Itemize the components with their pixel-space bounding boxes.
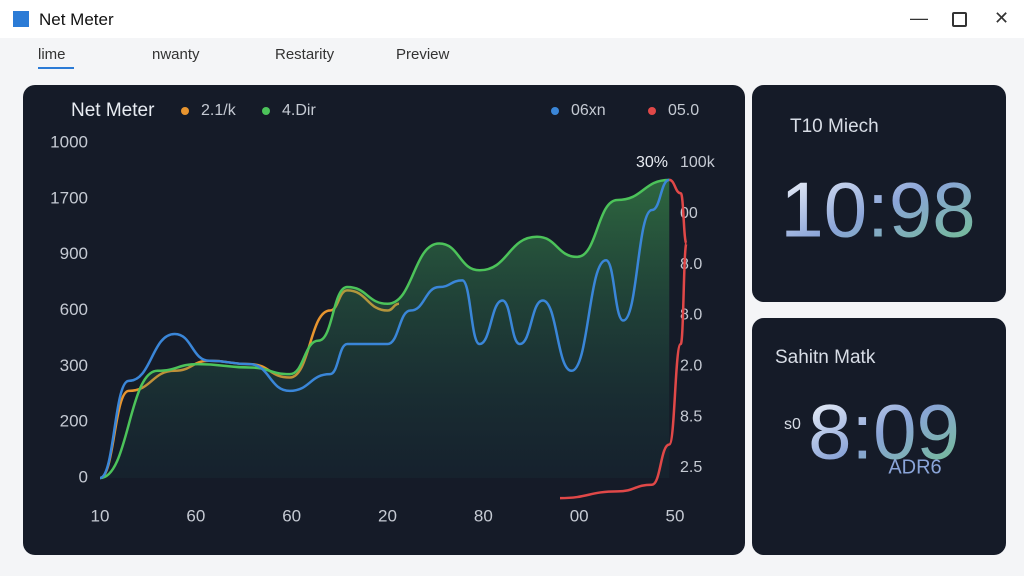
line — [99, 178, 670, 480]
legend-label: 05.0 — [668, 102, 699, 119]
card — [752, 85, 1006, 302]
y2-tick-label: 2.0 — [680, 358, 702, 375]
x-tick-label: 60 — [186, 506, 205, 525]
legend-swatch — [551, 107, 559, 115]
legend-label: 06xn — [571, 102, 606, 119]
line — [559, 178, 688, 500]
y-tick-label: 300 — [60, 356, 88, 375]
toolbar-item[interactable]: nwanty — [152, 46, 200, 63]
y2-tick-label: 8.5 — [680, 408, 702, 425]
toolbar-item[interactable]: Restarity — [275, 46, 335, 63]
x-tick-label: 20 — [378, 506, 397, 525]
card-title: Sahitn Matk — [775, 347, 876, 368]
x-tick-label: 50 — [666, 506, 685, 525]
annotation: 30% — [636, 154, 668, 171]
window-title: Net Meter — [39, 10, 114, 29]
maximize[interactable] — [952, 12, 967, 27]
legend-label: 2.1/k — [201, 102, 237, 119]
line — [99, 178, 670, 480]
minimize[interactable]: — — [910, 8, 928, 28]
x-tick-label: 00 — [570, 506, 589, 525]
card — [752, 318, 1006, 555]
y-tick-label: 1000 — [50, 132, 88, 151]
legend-swatch — [262, 107, 270, 115]
y2-tick-label: 8.0 — [680, 307, 702, 324]
toolbar-item[interactable]: Preview — [396, 46, 450, 63]
y-tick-label: 600 — [60, 300, 88, 319]
app-icon — [13, 11, 29, 27]
card-sub: ADR6 — [888, 456, 941, 478]
y2-tick-label: 100k — [680, 154, 716, 171]
chart-title: Net Meter — [71, 100, 155, 121]
legend-swatch — [181, 107, 189, 115]
area — [100, 179, 670, 478]
y-tick-label: 900 — [60, 244, 88, 263]
legend-label: 4.Dir — [282, 102, 316, 119]
legend-swatch — [648, 107, 656, 115]
card-title: T10 Miech — [790, 116, 879, 137]
y-tick-label: 0 — [79, 467, 88, 486]
close[interactable]: ✕ — [994, 8, 1010, 28]
tab[interactable]: lime — [38, 46, 74, 69]
y2-tick-label: 2.5 — [680, 459, 702, 476]
card-value: 8:09 — [808, 388, 960, 476]
y-tick-label: 1700 — [50, 188, 88, 207]
x-tick-label: 60 — [282, 506, 301, 525]
title-bar: Net Meter — ✕ — [0, 0, 1024, 38]
x-tick-label: 80 — [474, 506, 493, 525]
y-tick-label: 200 — [60, 412, 88, 431]
card-value: 10:98 — [780, 166, 975, 254]
x-tick-label: 10 — [91, 506, 110, 525]
card-prefix: s0 — [784, 416, 801, 433]
